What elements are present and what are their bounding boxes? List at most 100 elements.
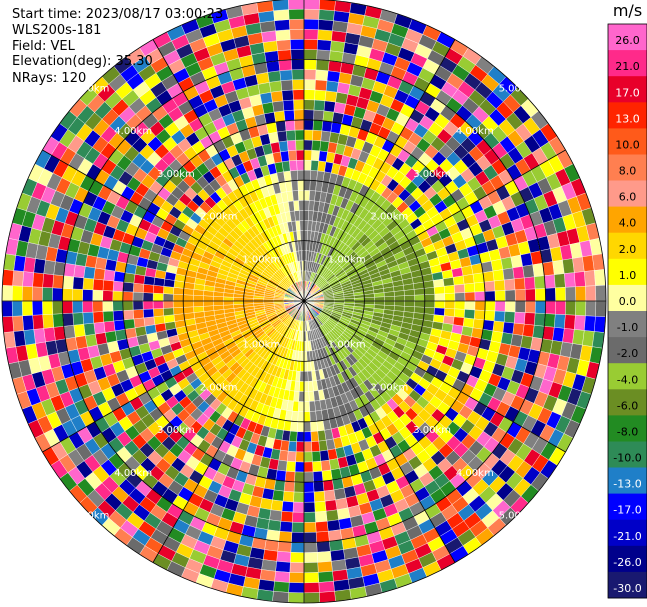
ppi-gate <box>72 312 84 326</box>
range-ring-label: 5.00km <box>72 84 110 95</box>
ppi-gate <box>113 270 126 283</box>
ppi-gate <box>317 551 332 563</box>
ppi-gate <box>173 313 185 322</box>
ppi-gate <box>544 274 556 289</box>
ppi-gate <box>21 286 33 302</box>
ppi-gate <box>290 420 298 432</box>
ppi-gate <box>134 326 147 337</box>
ppi-gate <box>482 319 495 332</box>
ppi-gate <box>324 90 338 103</box>
ppi-gate <box>514 289 526 302</box>
ppi-gate <box>288 582 305 594</box>
ppi-gate <box>22 315 34 331</box>
ppi-gate <box>434 300 446 309</box>
ppi-gate <box>143 284 154 294</box>
ppi-gate <box>303 461 314 473</box>
ppi-gate <box>413 306 425 314</box>
ppi-gate <box>296 159 305 171</box>
colorbar-swatch <box>608 154 647 181</box>
ppi-gate <box>262 549 278 562</box>
colorbar-swatch <box>608 467 647 494</box>
ppi-gate <box>454 284 465 294</box>
ppi-gate <box>575 286 587 302</box>
ppi-gate <box>512 266 525 280</box>
ppi-gate <box>298 401 305 412</box>
ppi-gate <box>281 501 294 513</box>
range-ring-label: 3.00km <box>157 425 195 436</box>
ppi-gate <box>32 286 43 302</box>
ppi-gate <box>293 200 300 212</box>
ppi-gate <box>310 420 318 432</box>
ppi-gate <box>303 552 318 563</box>
ppi-gate <box>545 300 556 315</box>
ppi-gate <box>72 288 83 302</box>
ppi-gate <box>272 591 289 603</box>
ppi-gate <box>132 282 144 293</box>
ppi-gate <box>21 300 33 316</box>
ppi-gate <box>444 285 455 294</box>
ppi-gate <box>300 240 305 251</box>
field-label: Field: VEL <box>12 39 75 54</box>
ppi-gate <box>321 469 333 482</box>
ppi-gate <box>292 190 299 202</box>
ppi-gate <box>424 300 436 308</box>
ppi-gate <box>243 300 254 305</box>
ppi-gate <box>313 99 326 111</box>
ppi-gate <box>223 304 235 310</box>
ppi-gate <box>12 270 24 287</box>
ppi-gate <box>472 318 485 330</box>
ppi-gate <box>290 49 305 60</box>
ppi-gate <box>93 267 106 281</box>
ppi-gate <box>424 294 436 302</box>
ppi-gate <box>12 315 24 332</box>
range-ring-label: 2.00km <box>200 212 238 223</box>
ppi-gate <box>11 300 23 317</box>
ppi-gate <box>303 431 312 443</box>
ppi-gate <box>273 581 290 593</box>
ppi-gate <box>153 285 164 294</box>
ppi-gate <box>584 270 596 287</box>
ppi-gate <box>298 200 305 211</box>
ppi-gate <box>303 481 315 493</box>
ppi-gate <box>594 316 606 333</box>
ppi-gate <box>394 295 405 302</box>
ppi-gate <box>277 541 292 553</box>
ppi-gate <box>311 441 320 452</box>
ppi-gate <box>492 269 505 282</box>
ppi-gate <box>310 160 319 172</box>
ppi-gate <box>595 300 607 317</box>
ppi-gate <box>322 110 335 123</box>
ppi-gate <box>404 295 415 302</box>
ppi-gate <box>113 319 126 332</box>
ppi-gate <box>502 267 515 281</box>
ppi-gate <box>162 293 174 302</box>
ppi-gate <box>291 522 305 533</box>
range-ring-label: 2.00km <box>200 382 238 393</box>
colorbar-tick-label: 1.0 <box>619 269 637 282</box>
ppi-gate <box>433 278 445 288</box>
ppi-gate <box>172 300 184 308</box>
ppi-gate <box>562 328 575 344</box>
ppi-gate <box>329 458 340 471</box>
colorbar-tick-label: 4.0 <box>619 217 637 230</box>
ppi-gate <box>574 315 586 331</box>
ppi-gate <box>289 160 298 172</box>
ppi-gate <box>311 140 321 151</box>
colorbar-swatch <box>608 50 647 77</box>
ppi-gate <box>294 129 305 141</box>
ppi-gate <box>273 9 290 21</box>
ppi-gate <box>303 391 310 402</box>
ppi-gate <box>276 130 288 143</box>
ppi-gate <box>492 320 505 333</box>
ppi-gate <box>317 561 333 573</box>
ppi-gate <box>314 501 327 513</box>
ppi-gate <box>272 489 285 502</box>
ppi-gate <box>330 549 346 562</box>
ppi-gate <box>504 300 516 313</box>
ppi-gate <box>203 295 214 302</box>
ppi-gate <box>153 308 164 317</box>
ppi-gate <box>142 300 154 310</box>
ppi-gate <box>434 293 446 302</box>
ppi-gate <box>464 309 476 320</box>
ppi-gate <box>112 280 124 292</box>
